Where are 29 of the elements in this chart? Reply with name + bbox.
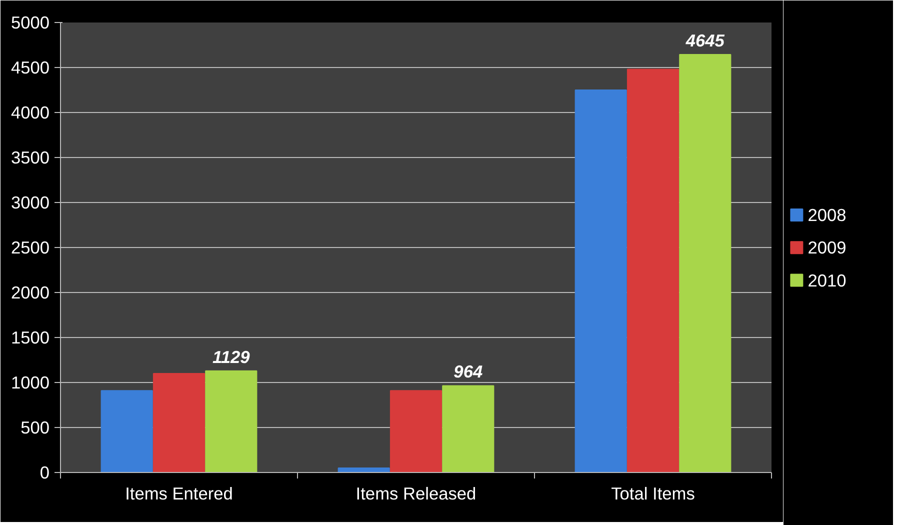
y-tick-label: 500: [20, 418, 50, 438]
bar: [442, 385, 494, 472]
y-tick-label: 4500: [10, 58, 50, 78]
y-tick-label: 2500: [10, 238, 50, 258]
bar: [338, 468, 390, 472]
y-tick-label: 2000: [10, 282, 50, 302]
bar: [100, 390, 153, 472]
bar: [390, 390, 442, 472]
bar: [152, 373, 206, 472]
bar: [205, 370, 258, 472]
legend-label: 2008: [808, 205, 846, 226]
data-label: 4645: [684, 30, 725, 50]
y-tick-label: 5000: [10, 12, 50, 32]
y-tick-label: 3000: [10, 192, 50, 212]
y-tick-label: 4000: [10, 102, 50, 122]
y-tick-label: 1000: [10, 372, 50, 392]
legend-label: 2009: [808, 238, 846, 258]
x-tick-label: Total Items: [611, 484, 696, 504]
data-label: 964: [454, 362, 483, 382]
y-tick-label: 3500: [10, 148, 50, 168]
y-tick-label: 1500: [10, 328, 50, 348]
legend-label: 2010: [808, 270, 846, 290]
y-tick-label: 0: [40, 462, 50, 482]
bar: [574, 90, 627, 472]
bar: [626, 68, 680, 472]
data-label: 1129: [212, 346, 250, 367]
bar: [679, 54, 732, 472]
x-tick-label: Items Released: [356, 484, 476, 504]
x-tick-label: Items Entered: [125, 484, 233, 504]
